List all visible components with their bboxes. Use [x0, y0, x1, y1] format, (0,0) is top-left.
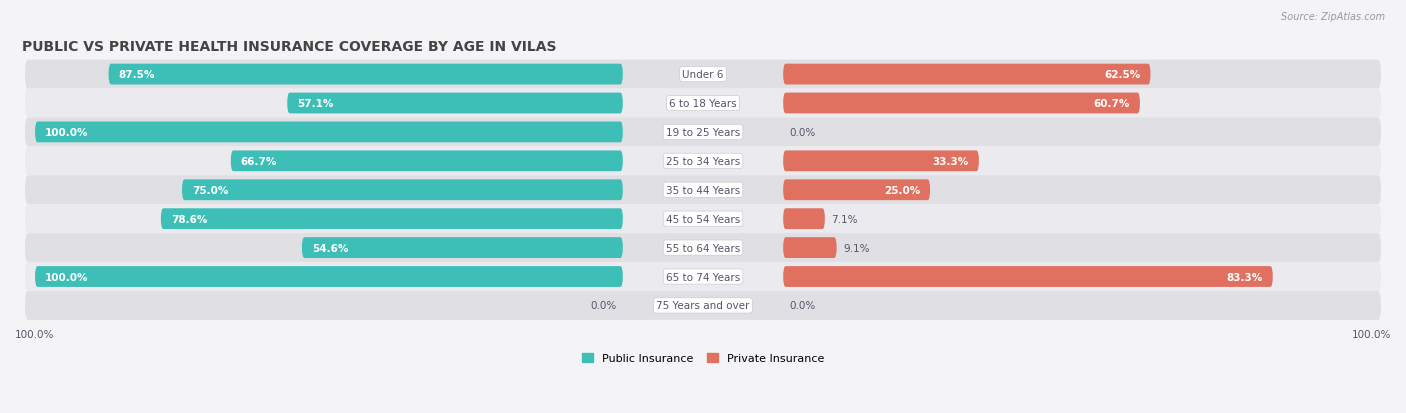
Text: 0.0%: 0.0% [591, 301, 616, 311]
Text: PUBLIC VS PRIVATE HEALTH INSURANCE COVERAGE BY AGE IN VILAS: PUBLIC VS PRIVATE HEALTH INSURANCE COVER… [22, 40, 557, 54]
Text: 62.5%: 62.5% [1104, 70, 1140, 80]
Text: Source: ZipAtlas.com: Source: ZipAtlas.com [1281, 12, 1385, 22]
FancyBboxPatch shape [25, 89, 1381, 118]
FancyBboxPatch shape [160, 209, 623, 230]
Text: 0.0%: 0.0% [790, 128, 815, 138]
FancyBboxPatch shape [25, 291, 1381, 320]
Text: 6 to 18 Years: 6 to 18 Years [669, 99, 737, 109]
FancyBboxPatch shape [35, 266, 623, 287]
FancyBboxPatch shape [25, 147, 1381, 176]
FancyBboxPatch shape [181, 180, 623, 201]
Text: 100.0%: 100.0% [15, 329, 55, 339]
Text: 60.7%: 60.7% [1094, 99, 1130, 109]
FancyBboxPatch shape [783, 237, 837, 259]
FancyBboxPatch shape [25, 176, 1381, 205]
Text: 87.5%: 87.5% [118, 70, 155, 80]
FancyBboxPatch shape [25, 262, 1381, 291]
FancyBboxPatch shape [302, 237, 623, 259]
Text: 100.0%: 100.0% [45, 272, 89, 282]
Text: Under 6: Under 6 [682, 70, 724, 80]
FancyBboxPatch shape [783, 180, 931, 201]
Text: 78.6%: 78.6% [172, 214, 207, 224]
FancyBboxPatch shape [231, 151, 623, 172]
FancyBboxPatch shape [783, 209, 825, 230]
Text: 66.7%: 66.7% [240, 157, 277, 166]
Text: 83.3%: 83.3% [1226, 272, 1263, 282]
FancyBboxPatch shape [783, 93, 1140, 114]
FancyBboxPatch shape [25, 234, 1381, 262]
FancyBboxPatch shape [25, 205, 1381, 234]
Legend: Public Insurance, Private Insurance: Public Insurance, Private Insurance [582, 353, 824, 363]
Text: 35 to 44 Years: 35 to 44 Years [666, 185, 740, 195]
Text: 57.1%: 57.1% [297, 99, 333, 109]
FancyBboxPatch shape [287, 93, 623, 114]
Text: 7.1%: 7.1% [831, 214, 858, 224]
Text: 0.0%: 0.0% [790, 301, 815, 311]
Text: 54.6%: 54.6% [312, 243, 349, 253]
FancyBboxPatch shape [783, 64, 1150, 85]
FancyBboxPatch shape [25, 60, 1381, 89]
FancyBboxPatch shape [108, 64, 623, 85]
Text: 9.1%: 9.1% [844, 243, 870, 253]
FancyBboxPatch shape [783, 266, 1272, 287]
FancyBboxPatch shape [25, 118, 1381, 147]
Text: 33.3%: 33.3% [932, 157, 969, 166]
Text: 25.0%: 25.0% [884, 185, 920, 195]
Text: 75.0%: 75.0% [193, 185, 228, 195]
FancyBboxPatch shape [783, 151, 979, 172]
Text: 25 to 34 Years: 25 to 34 Years [666, 157, 740, 166]
FancyBboxPatch shape [35, 122, 623, 143]
Text: 100.0%: 100.0% [45, 128, 89, 138]
Text: 45 to 54 Years: 45 to 54 Years [666, 214, 740, 224]
Text: 19 to 25 Years: 19 to 25 Years [666, 128, 740, 138]
Text: 75 Years and over: 75 Years and over [657, 301, 749, 311]
Text: 55 to 64 Years: 55 to 64 Years [666, 243, 740, 253]
Text: 65 to 74 Years: 65 to 74 Years [666, 272, 740, 282]
Text: 100.0%: 100.0% [1351, 329, 1391, 339]
